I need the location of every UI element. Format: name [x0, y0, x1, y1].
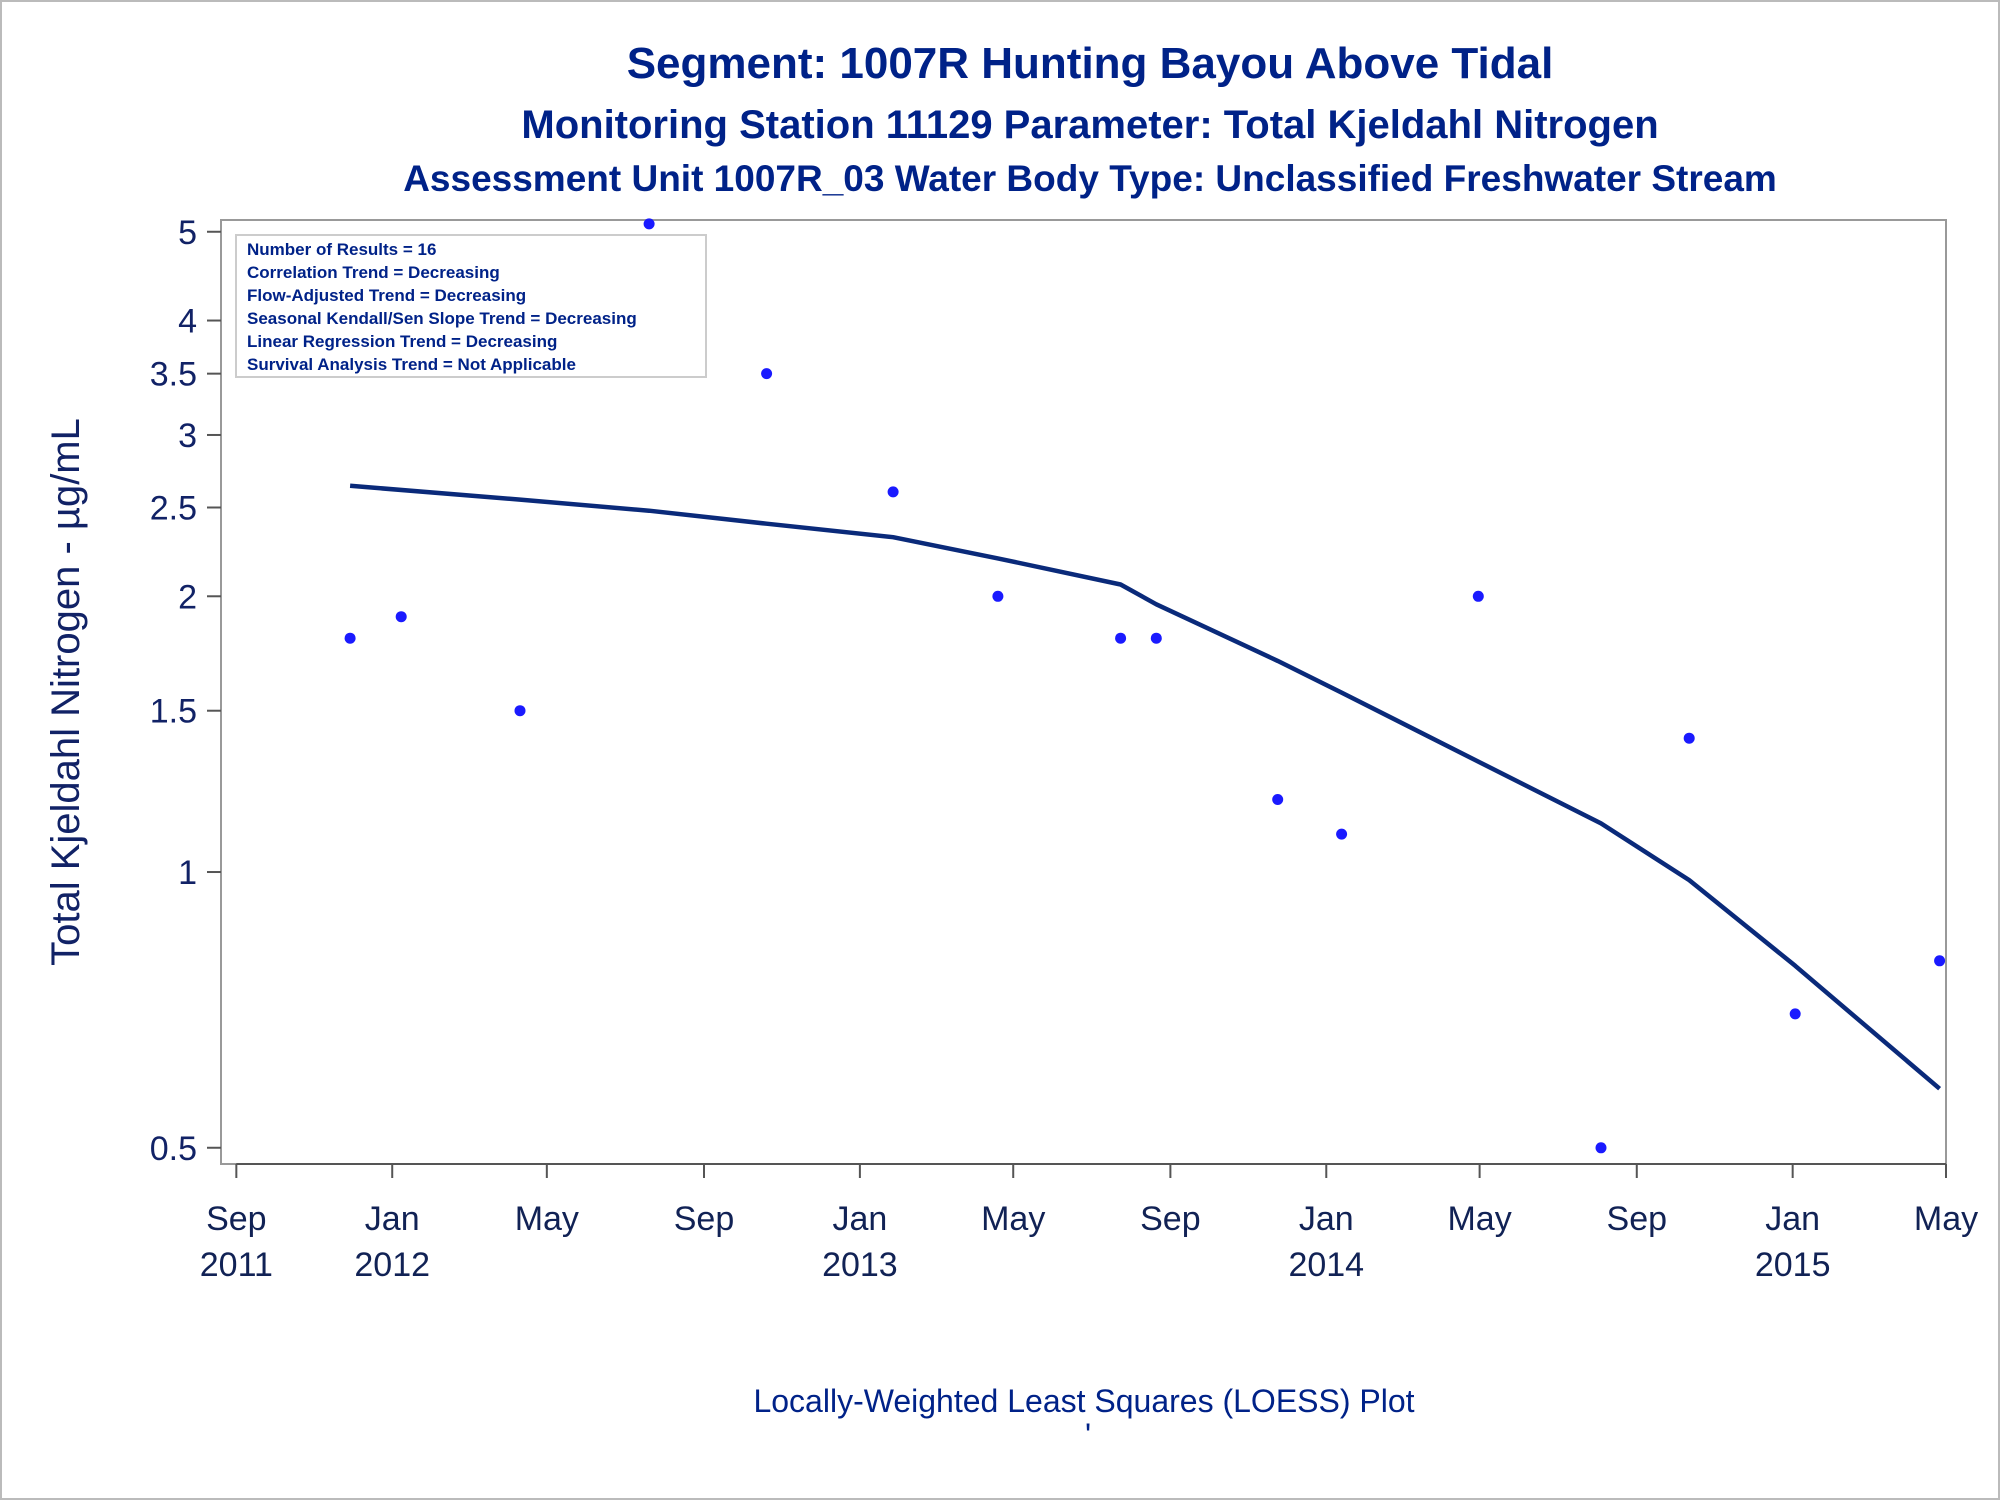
data-point	[992, 590, 1004, 602]
footer-mark: '	[1085, 1417, 1091, 1453]
x-tick-month: May	[1447, 1200, 1511, 1238]
data-point	[395, 611, 407, 623]
points-layer	[344, 218, 1946, 1154]
stats-line: Correlation Trend = Decreasing	[247, 263, 500, 282]
data-point	[1472, 590, 1484, 602]
data-point	[1934, 955, 1946, 967]
x-tick-year: 2015	[1755, 1246, 1831, 1284]
stats-box-frame	[235, 234, 707, 378]
y-axis: 0.5 1 1.5 2 2.5 3 3.5 4 5	[150, 214, 221, 1168]
x-tick-month: Jan	[832, 1200, 887, 1238]
data-point	[761, 368, 773, 380]
x-tick-month: Jan	[365, 1200, 420, 1238]
x-axis: Sep 2011 Jan 2012 May Sep Jan 2013 May Sep Jan 2014…	[200, 1163, 1978, 1284]
y-tick-label: 3	[178, 417, 197, 455]
x-tick-year: 2013	[822, 1246, 898, 1284]
y-tick-label: 4	[178, 303, 197, 341]
loess-layer	[349, 483, 1942, 1091]
chart-title: Segment: 1007R Hunting Bayou Above Tidal	[627, 39, 1554, 88]
x-tick-month: Sep	[674, 1200, 735, 1238]
data-point	[1150, 632, 1162, 644]
y-axis-label: Total Kjeldahl Nitrogen - µg/mL	[44, 418, 88, 966]
x-tick-month: Sep	[206, 1200, 267, 1238]
y-tick-label: 1.5	[150, 693, 197, 731]
data-point	[1336, 828, 1348, 840]
data-point	[514, 705, 526, 717]
data-point	[1115, 632, 1127, 644]
footer-caption: Locally-Weighted Least Squares (LOESS) P…	[753, 1383, 1414, 1419]
stats-line: Flow-Adjusted Trend = Decreasing	[247, 286, 526, 305]
x-tick-month: Sep	[1140, 1200, 1201, 1238]
x-tick-year: 2011	[200, 1246, 273, 1284]
x-tick-year: 2014	[1288, 1246, 1364, 1284]
stats-box: Number of Results = 16 Correlation Trend…	[235, 234, 707, 378]
data-point	[344, 632, 356, 644]
x-tick-month: May	[515, 1200, 579, 1238]
data-point	[1272, 794, 1284, 805]
data-point	[887, 486, 899, 498]
stats-line: Seasonal Kendall/Sen Slope Trend = Decre…	[247, 309, 637, 328]
x-tick-month: Jan	[1299, 1200, 1354, 1238]
x-tick-month: Sep	[1607, 1200, 1668, 1238]
x-tick-month: May	[981, 1200, 1045, 1238]
stats-line: Survival Analysis Trend = Not Applicable	[247, 355, 576, 374]
stats-line: Number of Results = 16	[247, 240, 436, 259]
y-tick-label: 1	[178, 854, 197, 892]
y-tick-label: 5	[178, 214, 197, 252]
data-point	[1789, 1008, 1801, 1020]
data-point	[1595, 1142, 1607, 1154]
data-point	[1683, 732, 1695, 744]
x-tick-month: Jan	[1765, 1200, 1820, 1238]
y-tick-label: 0.5	[150, 1130, 197, 1168]
chart-subtitle-station: Monitoring Station 11129 Parameter: Tota…	[521, 103, 1658, 147]
x-tick-month: May	[1914, 1200, 1978, 1238]
y-tick-label: 2	[178, 578, 197, 616]
data-point	[643, 218, 655, 230]
loess-curve	[349, 483, 1942, 1091]
y-tick-label: 3.5	[150, 356, 197, 394]
y-tick-label: 2.5	[150, 490, 197, 528]
stats-line: Linear Regression Trend = Decreasing	[247, 332, 557, 351]
chart-subtitle-assessment: Assessment Unit 1007R_03 Water Body Type…	[403, 158, 1777, 199]
x-tick-year: 2012	[354, 1246, 430, 1284]
